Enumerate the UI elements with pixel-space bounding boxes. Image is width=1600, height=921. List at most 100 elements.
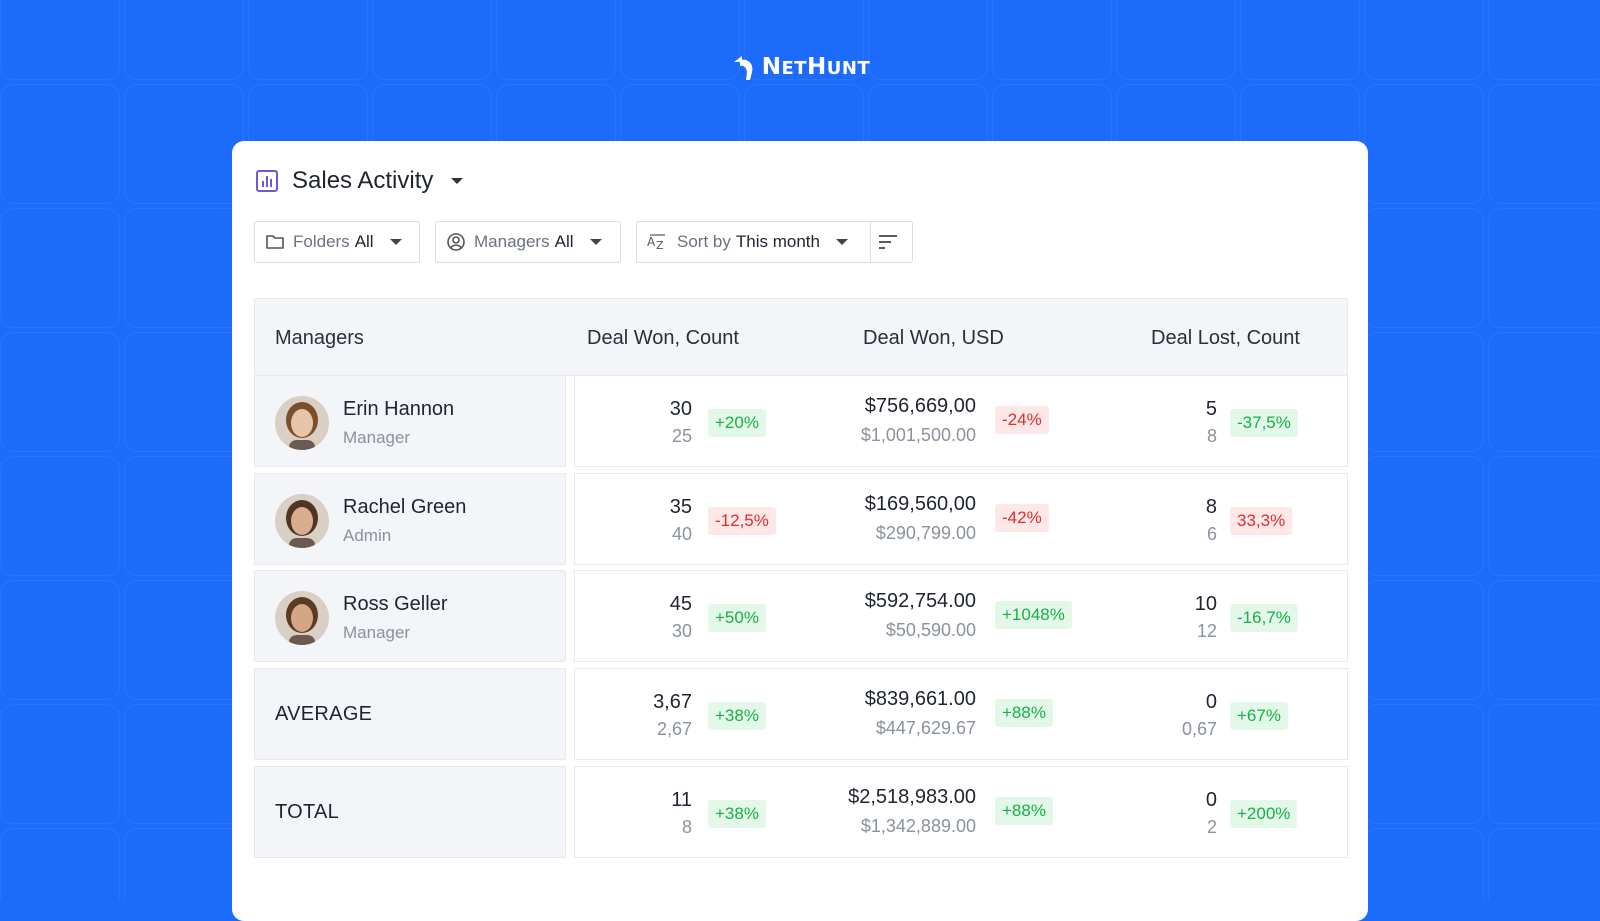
lost-count-previous: 8 xyxy=(1206,426,1217,446)
lost-count-change-badge: 33,3% xyxy=(1230,507,1293,535)
background-tile xyxy=(1240,0,1360,80)
column-header-deal-lost-count[interactable]: Deal Lost, Count xyxy=(1151,327,1300,349)
won-count-change-badge: +50% xyxy=(708,604,766,632)
won-usd-previous: $1,342,889.00 xyxy=(860,816,976,836)
report-card: Sales Activity Folders All Managers All … xyxy=(232,141,1368,921)
lost-count-change-badge: +200% xyxy=(1230,800,1298,828)
background-tile xyxy=(1364,332,1484,452)
won-count-change-badge: -12,5% xyxy=(708,507,776,535)
background-tile xyxy=(1364,208,1484,328)
background-tile xyxy=(1364,456,1484,576)
folders-filter[interactable]: Folders All xyxy=(254,221,420,263)
user-circle-icon xyxy=(447,233,465,251)
won-count-current: 11 xyxy=(671,789,692,811)
sort-order-button[interactable] xyxy=(870,221,913,263)
background-tile xyxy=(124,456,244,576)
column-header-deal-won-usd[interactable]: Deal Won, USD xyxy=(863,327,1004,349)
nethunt-logo: NETHUNT xyxy=(0,52,1600,82)
won-count-change-badge: +38% xyxy=(708,702,766,730)
folders-filter-label: Folders xyxy=(293,232,350,251)
background-tile xyxy=(1488,456,1600,576)
won-usd-previous: $50,590.00 xyxy=(885,620,976,640)
manager-name: Rachel Green xyxy=(343,496,467,518)
manager-name: Ross Geller xyxy=(343,593,448,615)
nethunt-logo-icon xyxy=(733,56,753,80)
background-tile xyxy=(1364,84,1484,204)
background-tile xyxy=(1488,828,1600,900)
managers-filter-label: Managers xyxy=(474,232,550,251)
won-count-previous: 40 xyxy=(671,524,692,544)
lost-count-previous: 2 xyxy=(1206,817,1217,837)
lost-count-change-badge: -16,7% xyxy=(1230,604,1298,632)
background-tile xyxy=(868,0,988,80)
background-tile xyxy=(1488,84,1600,204)
won-count-current: 30 xyxy=(669,398,692,420)
lost-count-change-badge: +67% xyxy=(1230,702,1288,730)
sort-filter-label: Sort by xyxy=(677,232,731,251)
summary-label: AVERAGE xyxy=(275,703,373,725)
won-usd-previous: $1,001,500.00 xyxy=(860,425,976,445)
background-tile xyxy=(620,0,740,80)
background-tile xyxy=(0,0,120,80)
won-usd-current: $169,560,00 xyxy=(864,493,976,515)
folders-filter-value: All xyxy=(354,232,374,251)
table-row[interactable]: Ross Geller Manager 45 30 +50% $592,754.… xyxy=(254,570,1348,662)
won-count-current: 3,67 xyxy=(653,691,692,713)
background-tile xyxy=(248,0,368,80)
table-row[interactable]: Erin Hannon Manager 30 25 +20% $756,669,… xyxy=(254,375,1348,467)
sort-filter-value: This month xyxy=(735,232,820,251)
won-count-previous: 8 xyxy=(681,817,692,837)
background-tile xyxy=(0,208,120,328)
background-tile xyxy=(124,208,244,328)
won-usd-current: $839,661.00 xyxy=(864,688,976,710)
background-tile xyxy=(992,0,1112,80)
background-tile xyxy=(496,0,616,80)
folder-icon xyxy=(266,235,284,249)
background-tile xyxy=(0,332,120,452)
background-tile xyxy=(1364,0,1484,80)
won-usd-current: $2,518,983.00 xyxy=(848,786,976,808)
avatar xyxy=(275,494,329,548)
background-tile xyxy=(744,0,864,80)
won-usd-change-badge: +1048% xyxy=(995,601,1072,629)
avatar xyxy=(275,591,329,645)
background-tile xyxy=(124,84,244,204)
chevron-down-icon[interactable] xyxy=(451,178,464,184)
metrics-cell: 45 30 +50% $592,754.00 $50,590.00 +1048%… xyxy=(574,570,1348,662)
table-header: Managers Deal Won, Count Deal Won, USD D… xyxy=(254,298,1348,376)
managers-filter[interactable]: Managers All xyxy=(435,221,621,263)
manager-role: Manager xyxy=(343,623,411,642)
manager-cell[interactable]: Ross Geller Manager xyxy=(254,570,566,662)
background-tile xyxy=(124,704,244,824)
managers-filter-value: All xyxy=(554,232,574,251)
sort-lines-icon xyxy=(878,235,897,249)
manager-cell[interactable]: Rachel Green Admin xyxy=(254,473,566,565)
background-tile xyxy=(1364,704,1484,824)
svg-text:Z: Z xyxy=(656,239,664,251)
report-header[interactable]: Sales Activity xyxy=(256,167,464,195)
background-tile xyxy=(1364,580,1484,700)
table-row[interactable]: TOTAL 11 8 +38% $2,518,983.00 $1,342,889… xyxy=(254,766,1348,858)
svg-text:A: A xyxy=(647,235,656,249)
manager-cell[interactable]: Erin Hannon Manager xyxy=(254,375,566,467)
won-usd-change-badge: +88% xyxy=(995,699,1053,727)
lost-count-current: 8 xyxy=(1205,496,1217,518)
background-tile xyxy=(0,580,120,700)
column-header-deal-won-count[interactable]: Deal Won, Count xyxy=(587,327,739,349)
background-tile xyxy=(1364,828,1484,900)
background-tile xyxy=(124,828,244,900)
lost-count-change-badge: -37,5% xyxy=(1230,409,1298,437)
column-header-managers[interactable]: Managers xyxy=(275,327,364,349)
manager-role: Manager xyxy=(343,428,411,447)
report-title: Sales Activity xyxy=(292,167,434,194)
summary-label: TOTAL xyxy=(275,801,340,823)
won-count-previous: 25 xyxy=(671,426,692,446)
background-tile xyxy=(1488,704,1600,824)
won-count-current: 45 xyxy=(669,593,692,615)
table-row[interactable]: Rachel Green Admin 35 40 -12,5% $169,560… xyxy=(254,473,1348,565)
table-row[interactable]: AVERAGE 3,67 2,67 +38% $839,661.00 $447,… xyxy=(254,668,1348,760)
won-count-current: 35 xyxy=(669,496,692,518)
won-count-previous: 2,67 xyxy=(656,719,692,739)
